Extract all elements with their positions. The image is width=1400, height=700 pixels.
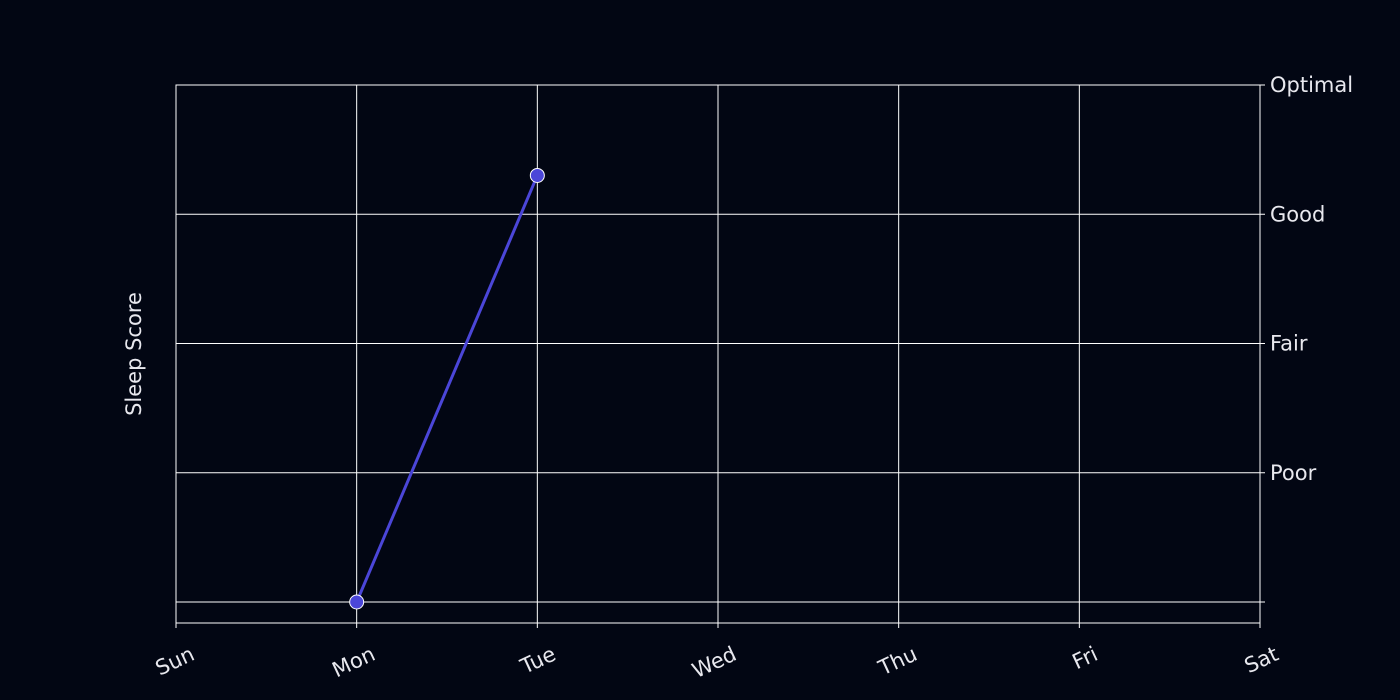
data-point-mon [349,594,365,610]
series-line [355,174,539,603]
y-tick-label-optimal: Optimal [1270,73,1353,97]
series-layer [349,167,545,610]
y-axis-label: Sleep Score [122,292,146,416]
y-tick-label-fair: Fair [1270,332,1308,356]
y-tick-label-good: Good [1270,202,1325,226]
y-tick-label-poor: Poor [1270,461,1317,485]
data-point-tue [529,167,545,183]
